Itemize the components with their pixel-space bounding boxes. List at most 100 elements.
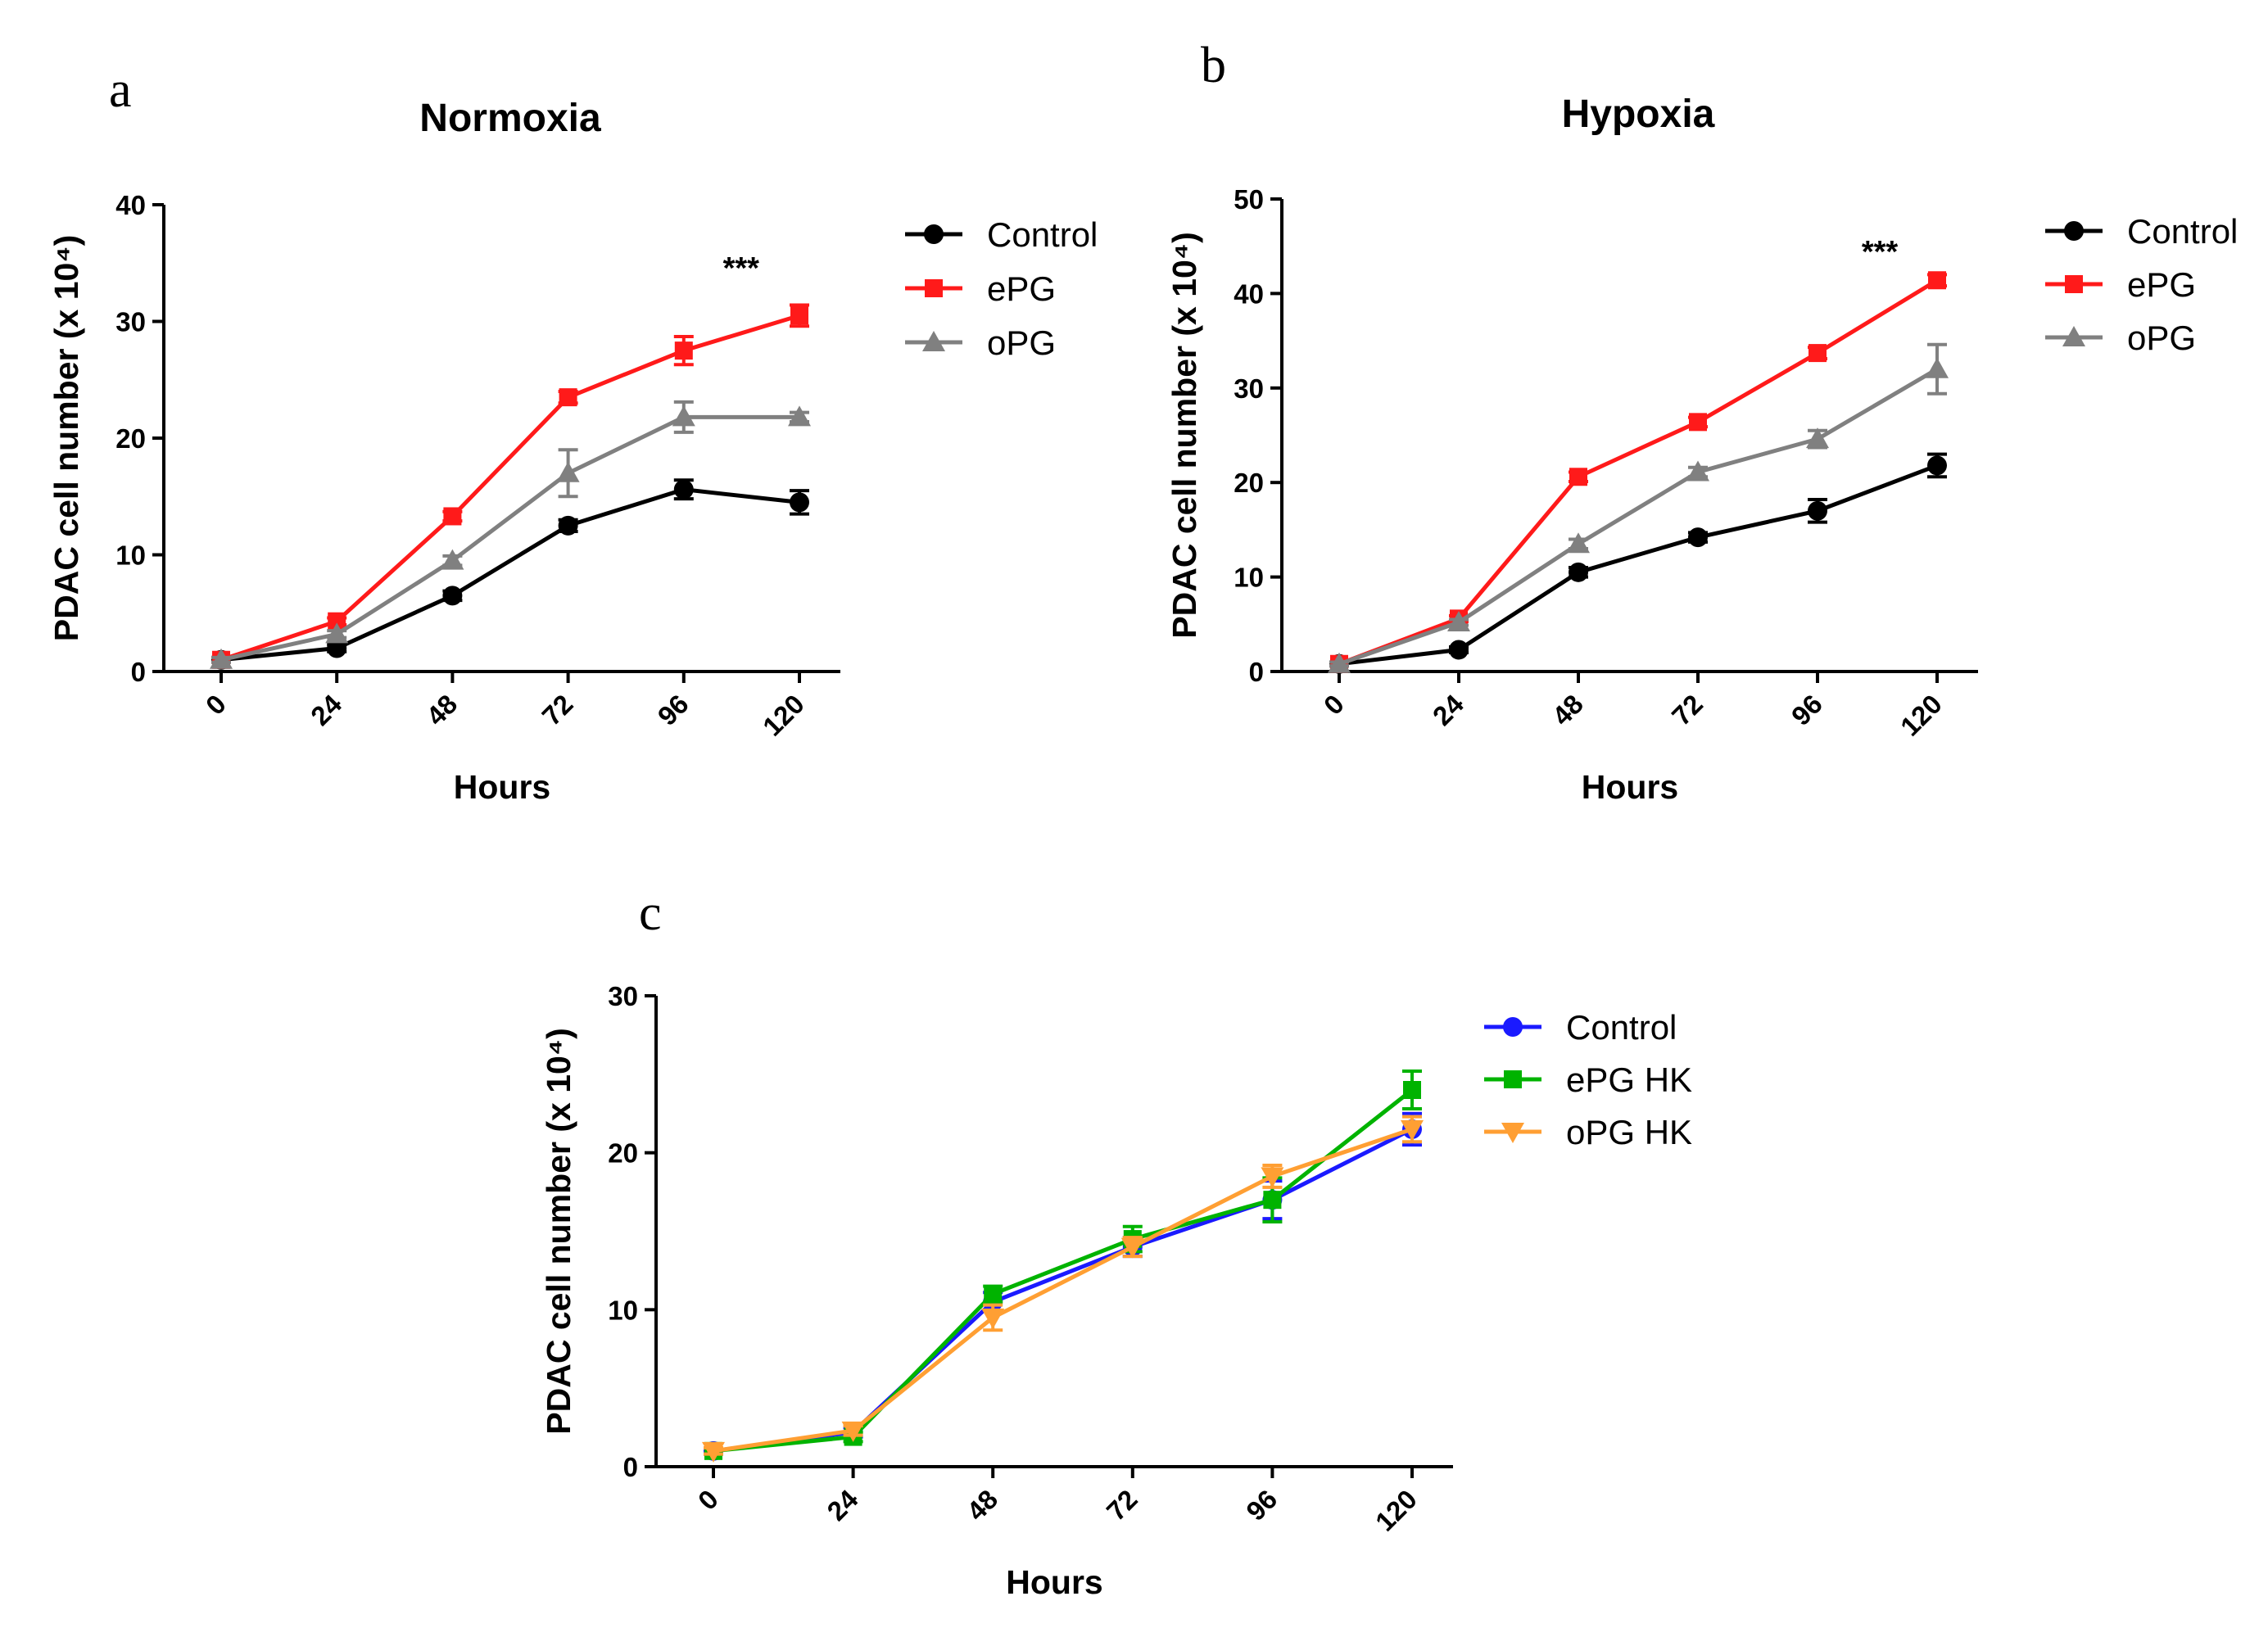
data-point: [443, 507, 462, 526]
data-point: [1809, 344, 1827, 363]
y-tick-label: 20: [115, 423, 146, 454]
series-line: [220, 313, 800, 663]
chart-panel-c: c 0 10 20 30 0 24 48 72 96 120 Hours PDAC cell numbe…: [540, 885, 1692, 1601]
data-point: [672, 405, 695, 427]
y-tick-label: 20: [1234, 468, 1264, 498]
legend-entry: oPG: [905, 323, 1056, 362]
data-point: [1403, 1081, 1421, 1099]
data-point: [1569, 562, 1588, 582]
series-line: [1338, 278, 1939, 667]
data-point: [325, 622, 349, 644]
data-point: [790, 306, 808, 325]
series-epg: [1329, 271, 1947, 673]
legend-marker: [1503, 1017, 1523, 1037]
data-point: [673, 479, 694, 500]
series-line: [713, 1088, 1414, 1454]
y-axis-label: PDAC cell number (x 10⁴): [540, 1028, 577, 1434]
y-tick-label: 0: [1249, 657, 1264, 687]
data-point: [558, 515, 578, 536]
data-point: [1120, 1237, 1144, 1259]
x-tick-label: 120: [1895, 689, 1948, 742]
data-point: [841, 1421, 865, 1442]
series-opg-hk: [702, 1115, 1424, 1463]
chart-panel-a: a Normoxia 0 10 20 30 40 0 24 48 72 96 120 Hours PDAC …: [48, 62, 1098, 806]
series-line: [713, 1127, 1414, 1454]
series-opg: [1328, 342, 1949, 673]
legend-marker: [2064, 221, 2084, 241]
legend-label: ePG HK: [1566, 1060, 1692, 1099]
legend-marker: [2062, 326, 2085, 346]
data-point: [1567, 532, 1590, 554]
legend-label: Control: [987, 215, 1098, 254]
data-point: [442, 586, 463, 606]
panel-letter: a: [109, 62, 132, 118]
data-point: [1261, 1167, 1284, 1188]
data-point: [1569, 468, 1587, 486]
data-point: [1806, 427, 1829, 449]
data-point: [1401, 1119, 1424, 1141]
legend-marker: [1504, 1070, 1522, 1088]
data-point: [1447, 610, 1470, 631]
y-tick-label: 40: [115, 190, 146, 220]
y-tick-label: 30: [608, 981, 638, 1011]
y-tick-label: 50: [1234, 184, 1264, 215]
data-point: [1689, 413, 1707, 432]
data-point: [1263, 1191, 1282, 1210]
x-axis-label: Hours: [454, 768, 550, 806]
data-point: [1686, 460, 1709, 482]
series-line: [1338, 367, 1939, 667]
x-tick-label: 24: [821, 1483, 864, 1526]
x-tick-label: 24: [305, 688, 348, 731]
significance-annotation: ***: [723, 251, 760, 286]
legend-entry: ePG: [905, 269, 1056, 308]
x-tick-label: 96: [652, 689, 695, 731]
x-tick-label: 48: [1546, 689, 1589, 731]
y-tick-label: 10: [608, 1295, 638, 1325]
chart-panel-b: b Hypoxia 0 10 20 30 40 50 0 24 48 72 96 120 Hours PDAC…: [1166, 38, 2238, 806]
data-point: [1688, 527, 1708, 548]
y-tick-label: 0: [623, 1452, 638, 1482]
legend-entry: ePG: [2045, 265, 2196, 304]
series-epg: [211, 303, 809, 669]
x-axis-label: Hours: [1006, 1563, 1102, 1601]
legend-entry: oPG: [2045, 319, 2196, 357]
y-tick-label: 10: [115, 540, 146, 571]
data-point: [788, 405, 811, 427]
series-line: [1338, 464, 1938, 667]
data-point: [328, 612, 346, 631]
legend-label: oPG: [987, 323, 1056, 362]
significance-annotation: ***: [1862, 235, 1899, 269]
y-tick-label: 10: [1234, 563, 1264, 593]
legend-entry: Control: [1484, 1008, 1677, 1047]
y-tick-label: 0: [131, 657, 146, 687]
data-point: [790, 492, 809, 513]
legend-marker: [922, 331, 945, 351]
legend-label: oPG: [2127, 319, 2196, 357]
data-point: [1926, 357, 1949, 378]
legend-label: ePG: [2127, 265, 2196, 304]
data-point: [559, 388, 577, 407]
data-point: [327, 638, 347, 658]
legend-label: oPG HK: [1566, 1113, 1692, 1151]
legend-entry: Control: [2045, 212, 2238, 251]
data-point: [984, 1285, 1003, 1304]
y-axis-label: PDAC cell number (x 10⁴): [1166, 232, 1203, 638]
data-point: [702, 1441, 725, 1463]
legend-marker: [1501, 1123, 1524, 1143]
x-tick-label: 0: [692, 1484, 724, 1516]
panel-letter: b: [1201, 38, 1226, 93]
y-tick-label: 40: [1234, 278, 1264, 309]
x-tick-label: 48: [420, 689, 463, 731]
legend-label: Control: [2127, 212, 2238, 251]
x-tick-label: 72: [1101, 1484, 1143, 1526]
legend-label: ePG: [987, 269, 1056, 308]
legend-entry: oPG HK: [1484, 1113, 1692, 1151]
chart-title: Hypoxia: [1562, 93, 1715, 136]
x-tick-label: 120: [757, 689, 810, 742]
chart-title: Normoxia: [419, 97, 601, 140]
legend-marker: [2065, 275, 2083, 293]
series-opg: [210, 400, 811, 669]
y-tick-label: 20: [608, 1138, 638, 1169]
y-axis-label: PDAC cell number (x 10⁴): [48, 235, 85, 641]
